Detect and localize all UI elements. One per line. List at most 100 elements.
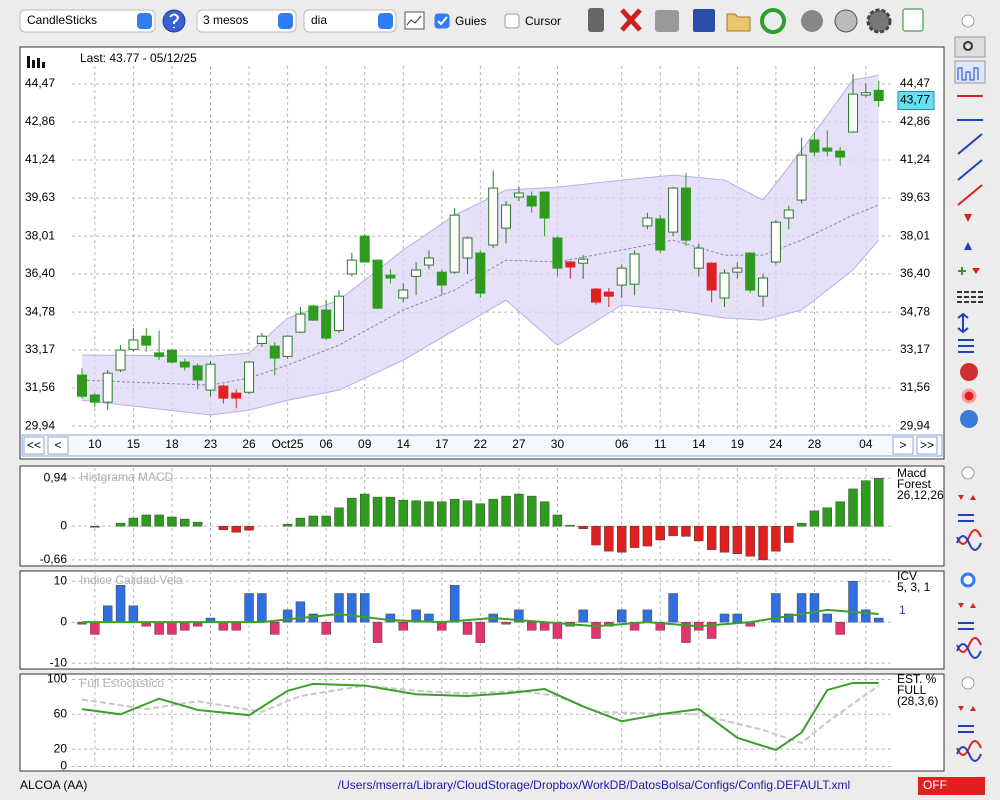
record-button[interactable] — [961, 388, 977, 404]
candle-body — [603, 291, 614, 297]
nav-button[interactable] — [23, 436, 45, 455]
open-icon[interactable] — [726, 13, 751, 32]
tool-glyph — [958, 725, 974, 733]
candle-body — [488, 187, 499, 246]
bar — [835, 501, 845, 527]
bar — [809, 510, 820, 527]
calendar-icon[interactable] — [902, 8, 924, 32]
radio[interactable] — [961, 14, 975, 28]
bar — [848, 580, 858, 623]
bar — [527, 621, 537, 631]
band-lower — [81, 239, 880, 416]
candle-body — [758, 277, 769, 297]
series-line — [81, 681, 879, 752]
settings-icon[interactable] — [866, 8, 892, 34]
mode-indicator[interactable] — [918, 777, 985, 795]
x-tick-label: 19 — [731, 437, 745, 451]
bar — [398, 499, 408, 527]
y-tick-label: -10 — [50, 655, 68, 669]
x-tick-label: 04 — [859, 437, 873, 451]
zoom-button[interactable] — [954, 36, 986, 58]
checkbox-label: Guies — [455, 14, 486, 28]
period-select[interactable] — [196, 9, 297, 33]
interval-select[interactable] — [303, 9, 397, 33]
select-label: dia — [311, 13, 327, 27]
x-tick-label: 09 — [358, 437, 372, 451]
trend-tool[interactable] — [957, 159, 983, 181]
bar — [385, 613, 396, 623]
bar — [861, 609, 871, 623]
bar — [668, 593, 678, 623]
trash-icon[interactable] — [588, 8, 604, 32]
lines-tool[interactable] — [957, 291, 983, 303]
bar — [617, 609, 627, 623]
bar — [796, 522, 807, 527]
x-tick-label: 24 — [769, 437, 783, 451]
bar — [295, 517, 306, 527]
trend-tool[interactable] — [957, 184, 983, 206]
percent-tool[interactable] — [958, 339, 974, 353]
save-icon[interactable] — [693, 9, 715, 32]
candle-body — [526, 195, 537, 207]
sync-icon[interactable] — [801, 10, 823, 32]
bar — [244, 593, 254, 623]
y-tick-label: 0 — [60, 614, 67, 628]
bar — [115, 522, 126, 527]
candle-body — [732, 267, 743, 273]
bar — [514, 609, 524, 623]
nav-button[interactable] — [47, 436, 69, 455]
radio-selected[interactable] — [960, 572, 976, 588]
y-tick-label: 36,40 — [25, 266, 55, 280]
candle-body — [115, 349, 126, 371]
bar — [449, 585, 460, 623]
scale-tool[interactable] — [957, 312, 969, 334]
x-tick-label: 15 — [127, 437, 141, 451]
candle-body — [848, 93, 858, 133]
config-path[interactable]: /Users/mserra/Library/CloudStorage/Dropb… — [338, 778, 850, 792]
checkbox[interactable] — [434, 13, 450, 29]
bar — [257, 593, 267, 623]
candle-body — [578, 258, 589, 264]
radio[interactable] — [961, 676, 975, 690]
bar — [308, 515, 318, 527]
candle-body — [102, 372, 113, 403]
chart-type-select[interactable] — [19, 9, 156, 33]
down-arrow[interactable] — [964, 214, 972, 222]
bar — [874, 617, 884, 623]
bar — [180, 518, 190, 527]
candle-body — [244, 361, 255, 393]
y-tick-label-right: 29,94 — [900, 418, 930, 432]
stop-button[interactable] — [960, 363, 978, 381]
add-tool[interactable] — [958, 267, 966, 275]
nav-button[interactable] — [892, 436, 914, 455]
candle-body — [218, 385, 229, 399]
radio[interactable] — [961, 466, 975, 480]
bar — [321, 621, 331, 635]
sync-button[interactable] — [960, 410, 978, 428]
checkbox[interactable] — [504, 13, 520, 29]
select-arrow — [278, 13, 293, 29]
candle-body — [141, 335, 152, 346]
toolbar: CandleSticks 3 mesos dia Guies Cursor — [19, 8, 924, 34]
panel-title: Full Estocastico — [80, 676, 164, 690]
last-price-label: 43,77 — [900, 93, 930, 107]
legend-entry: EST. % — [897, 672, 937, 686]
bar — [706, 525, 717, 550]
candle-body — [359, 235, 370, 263]
trend-tool[interactable] — [957, 133, 983, 155]
bar — [629, 621, 640, 631]
nav-button[interactable] — [916, 436, 938, 455]
currency-icon[interactable] — [834, 9, 858, 33]
camera-icon[interactable] — [655, 10, 679, 32]
candle-body — [668, 187, 679, 233]
chart-icon[interactable] — [404, 11, 425, 30]
bar — [784, 525, 794, 543]
delete-icon[interactable] — [620, 8, 642, 32]
y-tick-label-right: 38,01 — [900, 228, 930, 242]
up-arrow[interactable] — [964, 242, 972, 250]
refresh-icon[interactable] — [760, 8, 786, 34]
bar — [449, 498, 460, 527]
y-tick-label-right: 33,17 — [900, 342, 930, 356]
